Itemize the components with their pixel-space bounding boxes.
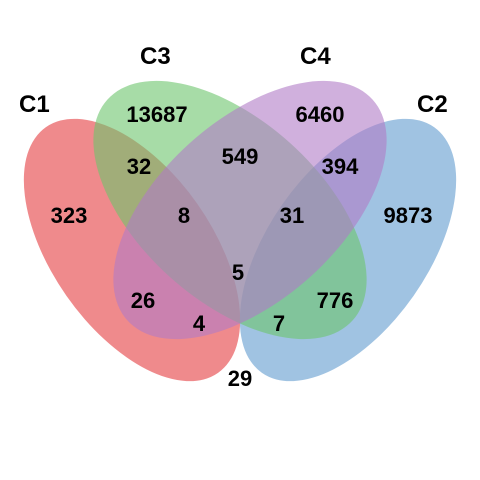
count-c1-c2-c3: 7 — [273, 311, 285, 336]
count-c2-only: 9873 — [384, 203, 433, 228]
count-c1-c3-c4: 8 — [178, 203, 190, 228]
count-c1-c2-c4: 4 — [193, 311, 206, 336]
count-c1-c4: 26 — [131, 288, 155, 313]
count-c3-only: 13687 — [126, 102, 187, 127]
count-c1-c2: 29 — [228, 366, 252, 391]
set-label-c4: C4 — [300, 43, 331, 70]
set-label-c1: C1 — [19, 91, 50, 118]
count-c2-c3-c4: 31 — [280, 203, 304, 228]
count-c3-c4: 549 — [222, 144, 259, 169]
count-c4-only: 6460 — [296, 102, 345, 127]
set-label-c2: C2 — [417, 91, 448, 118]
count-c2-c4: 394 — [322, 154, 359, 179]
set-c4-ellipse — [113, 80, 387, 340]
count-all-four: 5 — [232, 260, 244, 285]
count-c1-c3: 32 — [127, 154, 151, 179]
count-c2-c3: 776 — [317, 288, 354, 313]
count-c1-only: 323 — [51, 203, 88, 228]
set-label-c3: C3 — [140, 43, 171, 70]
